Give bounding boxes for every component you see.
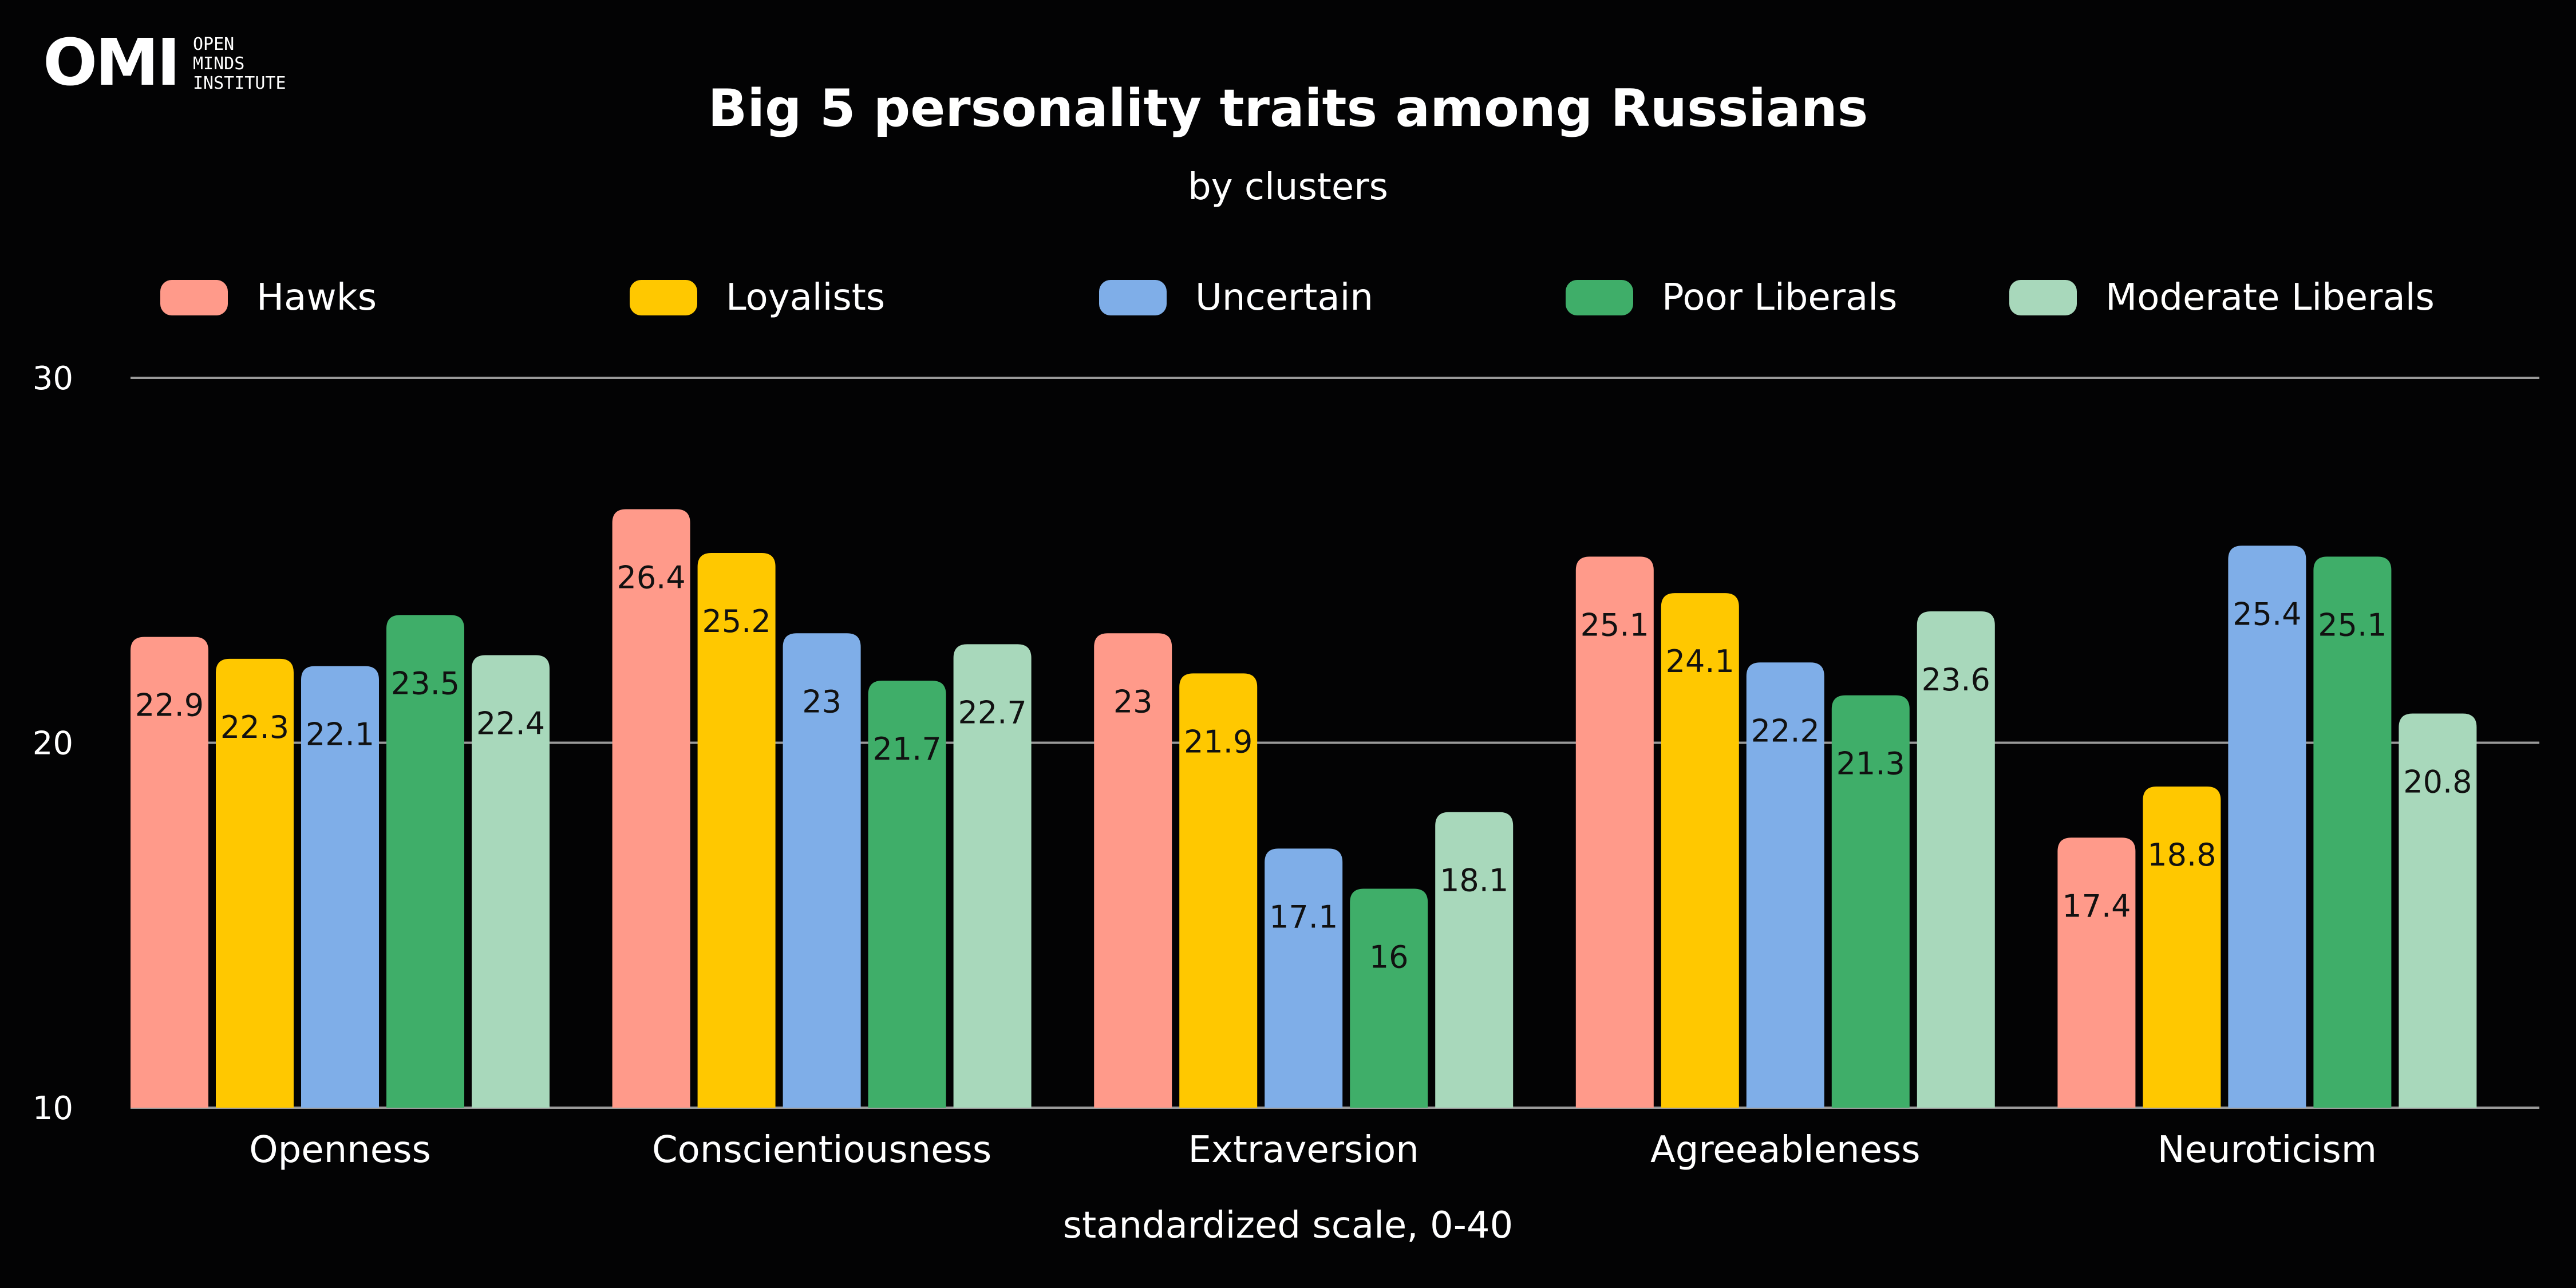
data-label: 21.9 xyxy=(1184,724,1253,760)
data-label: 25.1 xyxy=(2318,607,2387,643)
chart-subtitle: by clusters xyxy=(1188,166,1388,208)
legend-item-poor-liberals: Poor Liberals xyxy=(1566,269,1897,326)
data-label: 22.1 xyxy=(306,717,374,753)
data-label: 25.1 xyxy=(1581,607,1649,643)
data-label: 26.4 xyxy=(617,560,685,596)
logo-text: OPEN MINDS INSTITUTE xyxy=(193,34,286,93)
legend-item-loyalists: Loyalists xyxy=(630,269,885,326)
bar-hawks-conscientiousness xyxy=(612,509,690,1108)
bar-uncertain-agreeableness xyxy=(1746,662,1824,1108)
data-label: 23.5 xyxy=(391,665,460,701)
bar-poor-liberals-conscientiousness xyxy=(868,681,946,1108)
bar-loyalists-conscientiousness xyxy=(697,553,776,1108)
bar-uncertain-neuroticism xyxy=(2228,546,2306,1108)
legend-label-hawks: Hawks xyxy=(256,276,377,319)
x-axis-label: standardized scale, 0-40 xyxy=(1062,1204,1514,1247)
category-label-conscientiousness: Conscientiousness xyxy=(652,1129,991,1171)
data-label: 24.1 xyxy=(1666,643,1735,679)
data-label: 17.1 xyxy=(1269,899,1338,935)
data-label: 21.7 xyxy=(872,731,941,767)
data-label: 23.6 xyxy=(1922,662,1990,698)
chart-title: Big 5 personality traits among Russians xyxy=(708,78,1868,139)
bar-hawks-agreeableness xyxy=(1575,556,1654,1108)
data-label: 25.4 xyxy=(2233,596,2301,632)
bar-moderate-liberals-conscientiousness xyxy=(953,644,1032,1108)
legend-label-poor-liberals: Poor Liberals xyxy=(1662,276,1898,319)
category-label-extraversion: Extraversion xyxy=(1188,1129,1419,1171)
legend-item-moderate-liberals: Moderate Liberals xyxy=(2009,269,2435,326)
bar-moderate-liberals-extraversion xyxy=(1435,812,1514,1108)
bar-loyalists-openness xyxy=(216,658,294,1108)
bar-poor-liberals-extraversion xyxy=(1350,888,1428,1108)
data-label: 22.7 xyxy=(958,694,1026,730)
bar-hawks-neuroticism xyxy=(2057,837,2136,1108)
category-label-neuroticism: Neuroticism xyxy=(2158,1129,2377,1171)
bar-loyalists-agreeableness xyxy=(1661,593,1739,1108)
data-label: 22.2 xyxy=(1751,713,1820,749)
bar-hawks-openness xyxy=(131,637,208,1108)
bar-uncertain-conscientiousness xyxy=(783,633,861,1108)
bar-uncertain-extraversion xyxy=(1265,848,1343,1108)
category-label-openness: Openness xyxy=(249,1129,431,1171)
data-label: 18.8 xyxy=(2147,837,2216,873)
bar-moderate-liberals-neuroticism xyxy=(2399,713,2477,1108)
bar-poor-liberals-neuroticism xyxy=(2313,556,2392,1108)
y-tick-label: 10 xyxy=(33,1090,73,1127)
bar-uncertain-openness xyxy=(301,666,379,1108)
bar-poor-liberals-agreeableness xyxy=(1831,695,1910,1108)
data-label: 22.9 xyxy=(135,688,204,724)
data-label: 25.2 xyxy=(702,603,771,639)
legend-swatch-loyalists xyxy=(630,280,697,315)
data-label: 22.3 xyxy=(220,709,289,745)
bar-moderate-liberals-openness xyxy=(472,655,550,1108)
legend-swatch-poor-liberals xyxy=(1566,280,1633,315)
bar-loyalists-neuroticism xyxy=(2143,787,2221,1108)
bar-poor-liberals-openness xyxy=(386,615,464,1108)
legend-label-uncertain: Uncertain xyxy=(1195,276,1373,319)
y-tick-label: 20 xyxy=(33,725,73,762)
legend-label-loyalists: Loyalists xyxy=(726,276,886,319)
data-label: 18.1 xyxy=(1440,863,1508,899)
data-label: 23 xyxy=(1113,683,1153,720)
omi-logo: OMI OPEN MINDS INSTITUTE xyxy=(43,26,306,100)
bar-moderate-liberals-agreeableness xyxy=(1917,611,1995,1108)
legend-item-uncertain: Uncertain xyxy=(1099,269,1373,326)
data-label: 23 xyxy=(802,683,841,720)
data-label: 21.3 xyxy=(1836,746,1905,782)
data-label: 22.4 xyxy=(476,706,545,742)
bar-loyalists-extraversion xyxy=(1179,673,1258,1108)
legend-swatch-hawks xyxy=(160,280,228,315)
data-label: 17.4 xyxy=(2062,888,2131,924)
logo-mark: OMI xyxy=(43,26,180,100)
data-label: 20.8 xyxy=(2403,764,2472,800)
bar-hawks-extraversion xyxy=(1094,633,1172,1108)
category-label-agreeableness: Agreeableness xyxy=(1650,1129,1921,1171)
legend: Hawks Loyalists Uncertain Poor Liberals Mode… xyxy=(0,269,2576,326)
legend-label-moderate-liberals: Moderate Liberals xyxy=(2105,276,2435,319)
legend-swatch-moderate-liberals xyxy=(2009,280,2077,315)
legend-item-hawks: Hawks xyxy=(160,269,377,326)
data-label: 16 xyxy=(1369,939,1409,975)
y-tick-label: 30 xyxy=(33,360,73,397)
legend-swatch-uncertain xyxy=(1099,280,1167,315)
